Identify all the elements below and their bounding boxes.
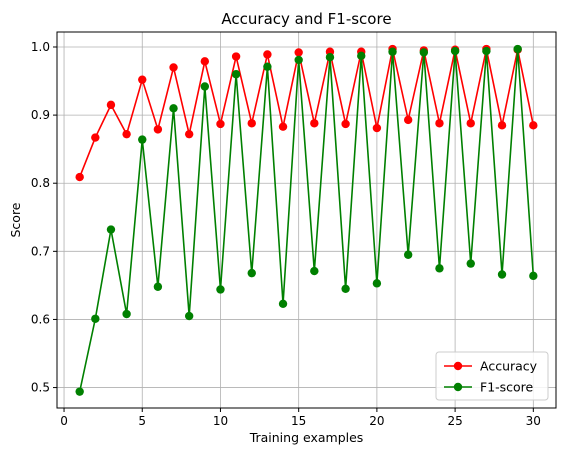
data-point [372,279,382,288]
data-point [372,123,382,133]
data-point [263,50,272,59]
x-axis-title: Training examples [249,430,364,445]
data-point [216,119,225,129]
data-point [310,266,319,276]
data-point [419,48,429,57]
data-point [138,75,147,84]
data-point [497,121,507,130]
x-tick-label: 0 [60,414,68,428]
x-tick-label: 25 [447,414,462,428]
y-tick-label: 0.5 [31,381,50,395]
data-point [138,135,147,144]
data-point [122,129,131,139]
data-point [341,119,350,129]
data-point [91,133,100,142]
x-tick-label: 20 [369,414,384,428]
data-point [153,125,163,134]
axis-ticks: 0 5 10 15 20 25 30 0.5 0.6 0.7 0.8 0.9 1.0 [31,40,541,428]
data-point [341,284,350,293]
legend: Accuracy F1-score [435,351,549,401]
y-axis-title: Score [8,202,23,237]
x-tick-label: 30 [526,414,541,428]
legend-label: F1-score [480,380,534,395]
data-point [482,46,491,56]
chart-title: Accuracy and F1-score [221,10,391,28]
plot-frame [56,31,557,409]
data-point [169,63,178,72]
data-point [466,259,475,268]
legend-label: Accuracy [480,359,538,374]
legend-marker [453,382,463,392]
data-point [106,225,116,234]
data-point [231,70,241,79]
series-line-accuracy [78,48,535,178]
data-point [357,51,366,61]
series-layer [75,44,538,396]
legend-marker [453,361,463,371]
data-point [513,44,522,54]
data-point [122,309,131,319]
series-line-f1-score [78,48,535,392]
data-point [450,46,460,56]
x-tick-label: 15 [291,414,306,428]
y-tick-label: 0.6 [31,312,50,326]
data-point [91,314,100,323]
data-point [294,48,303,57]
data-point [278,122,288,131]
data-point [325,53,335,62]
data-point [75,172,84,182]
data-point [466,119,475,128]
data-point [184,311,194,321]
data-point [75,387,84,396]
y-tick-label: 0.7 [31,244,50,258]
data-point [200,57,210,66]
data-point [278,299,288,308]
data-point [200,82,210,91]
grid [57,32,556,408]
data-point [497,270,507,279]
data-point [310,119,319,128]
data-point [435,264,444,273]
y-tick-label: 1.0 [31,40,50,54]
data-point [184,129,194,139]
y-tick-label: 0.9 [31,108,50,122]
x-tick-label: 10 [213,414,228,428]
data-point [247,268,256,278]
data-point [529,121,538,130]
data-point [216,285,225,294]
data-point [247,119,256,128]
data-point [403,115,413,125]
data-point [435,119,444,128]
data-point [529,271,538,281]
x-tick-label: 5 [138,414,146,428]
data-point [231,52,241,61]
data-point [403,250,413,259]
data-point [106,100,116,110]
data-point [169,104,178,113]
legend-box [435,351,549,401]
data-point [388,47,397,56]
data-point [263,62,272,71]
y-tick-label: 0.8 [31,176,50,190]
data-point [153,282,163,291]
data-point [294,55,303,65]
